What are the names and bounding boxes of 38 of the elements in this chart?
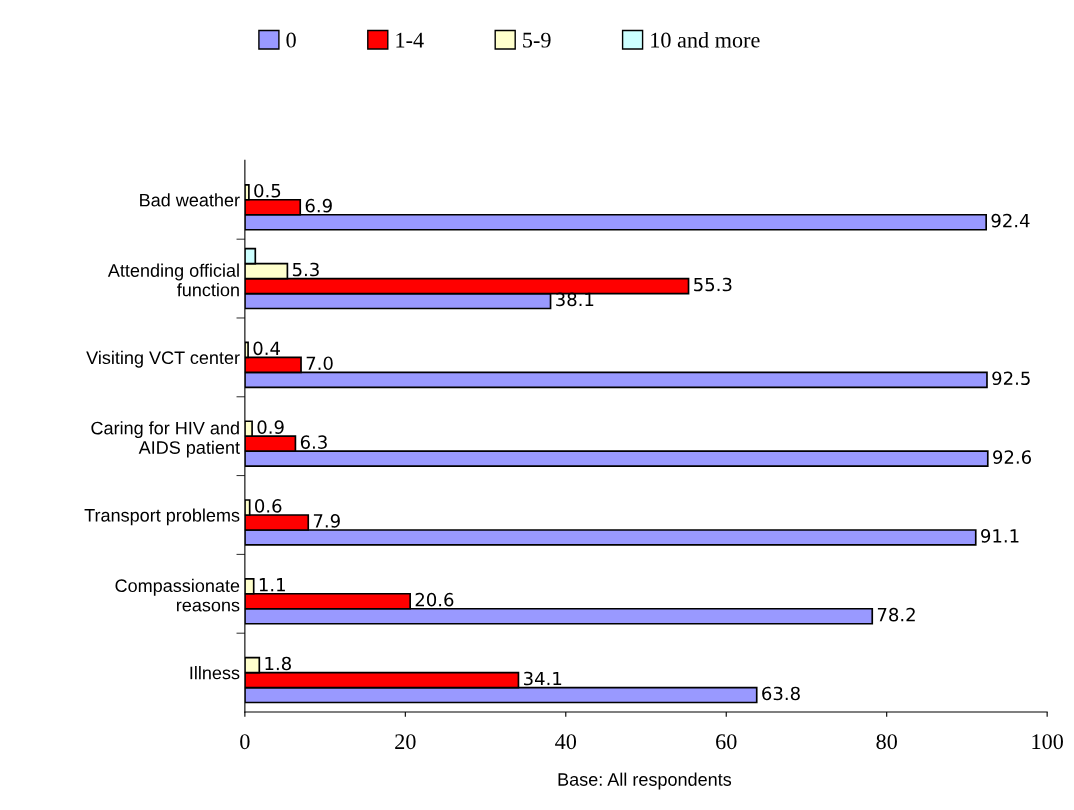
x-tick-label: 40 (555, 734, 577, 750)
legend-label: 5-9 (523, 32, 551, 48)
y-tick-label: Attending official function (107, 263, 239, 297)
data-label: 91.1 (981, 529, 1019, 543)
x-tick-label: 100 (1032, 734, 1063, 750)
data-label: 6.9 (305, 198, 332, 213)
data-label: 20.6 (415, 592, 454, 607)
data-label: 0.4 (253, 341, 280, 356)
x-tick-label: 60 (716, 734, 737, 750)
text: Base: All respondents (558, 772, 732, 790)
x-tick-label: 80 (876, 734, 897, 750)
data-label: 6.3 (300, 435, 327, 449)
data-label: 78.2 (877, 607, 915, 622)
data-label: 0.6 (255, 499, 282, 513)
data-label: 55.3 (694, 277, 732, 292)
x-tick-label: 0 (240, 734, 250, 750)
data-label: 1.1 (259, 578, 285, 592)
legend-label: 0 (286, 32, 296, 48)
data-label: 7.9 (313, 514, 340, 528)
x-tick-label: 20 (395, 734, 416, 750)
data-label: 0.5 (254, 183, 281, 198)
data-label: 5.3 (292, 262, 319, 277)
data-label: 92.5 (992, 371, 1030, 386)
y-tick-label: Compassionate reasons (115, 578, 240, 612)
legend-label: 10 and more (651, 31, 760, 48)
data-label: 1.8 (265, 656, 291, 671)
data-label: 63.8 (762, 686, 800, 701)
data-label: 7.0 (306, 356, 333, 371)
legend-label: 1-4 (396, 32, 424, 48)
data-label: 92.4 (991, 213, 1030, 228)
y-tick-label: Transport problems (84, 508, 240, 526)
y-tick-label: Illness (190, 666, 240, 680)
y-tick-label: Bad weather (140, 193, 240, 207)
y-tick-label: Caring for HIV and AIDS patient (91, 421, 240, 458)
data-label: 92.6 (993, 450, 1032, 464)
data-label: 0.9 (257, 420, 284, 434)
data-label: 34.1 (523, 671, 562, 686)
y-tick-label: Visiting VCT center (86, 350, 240, 368)
